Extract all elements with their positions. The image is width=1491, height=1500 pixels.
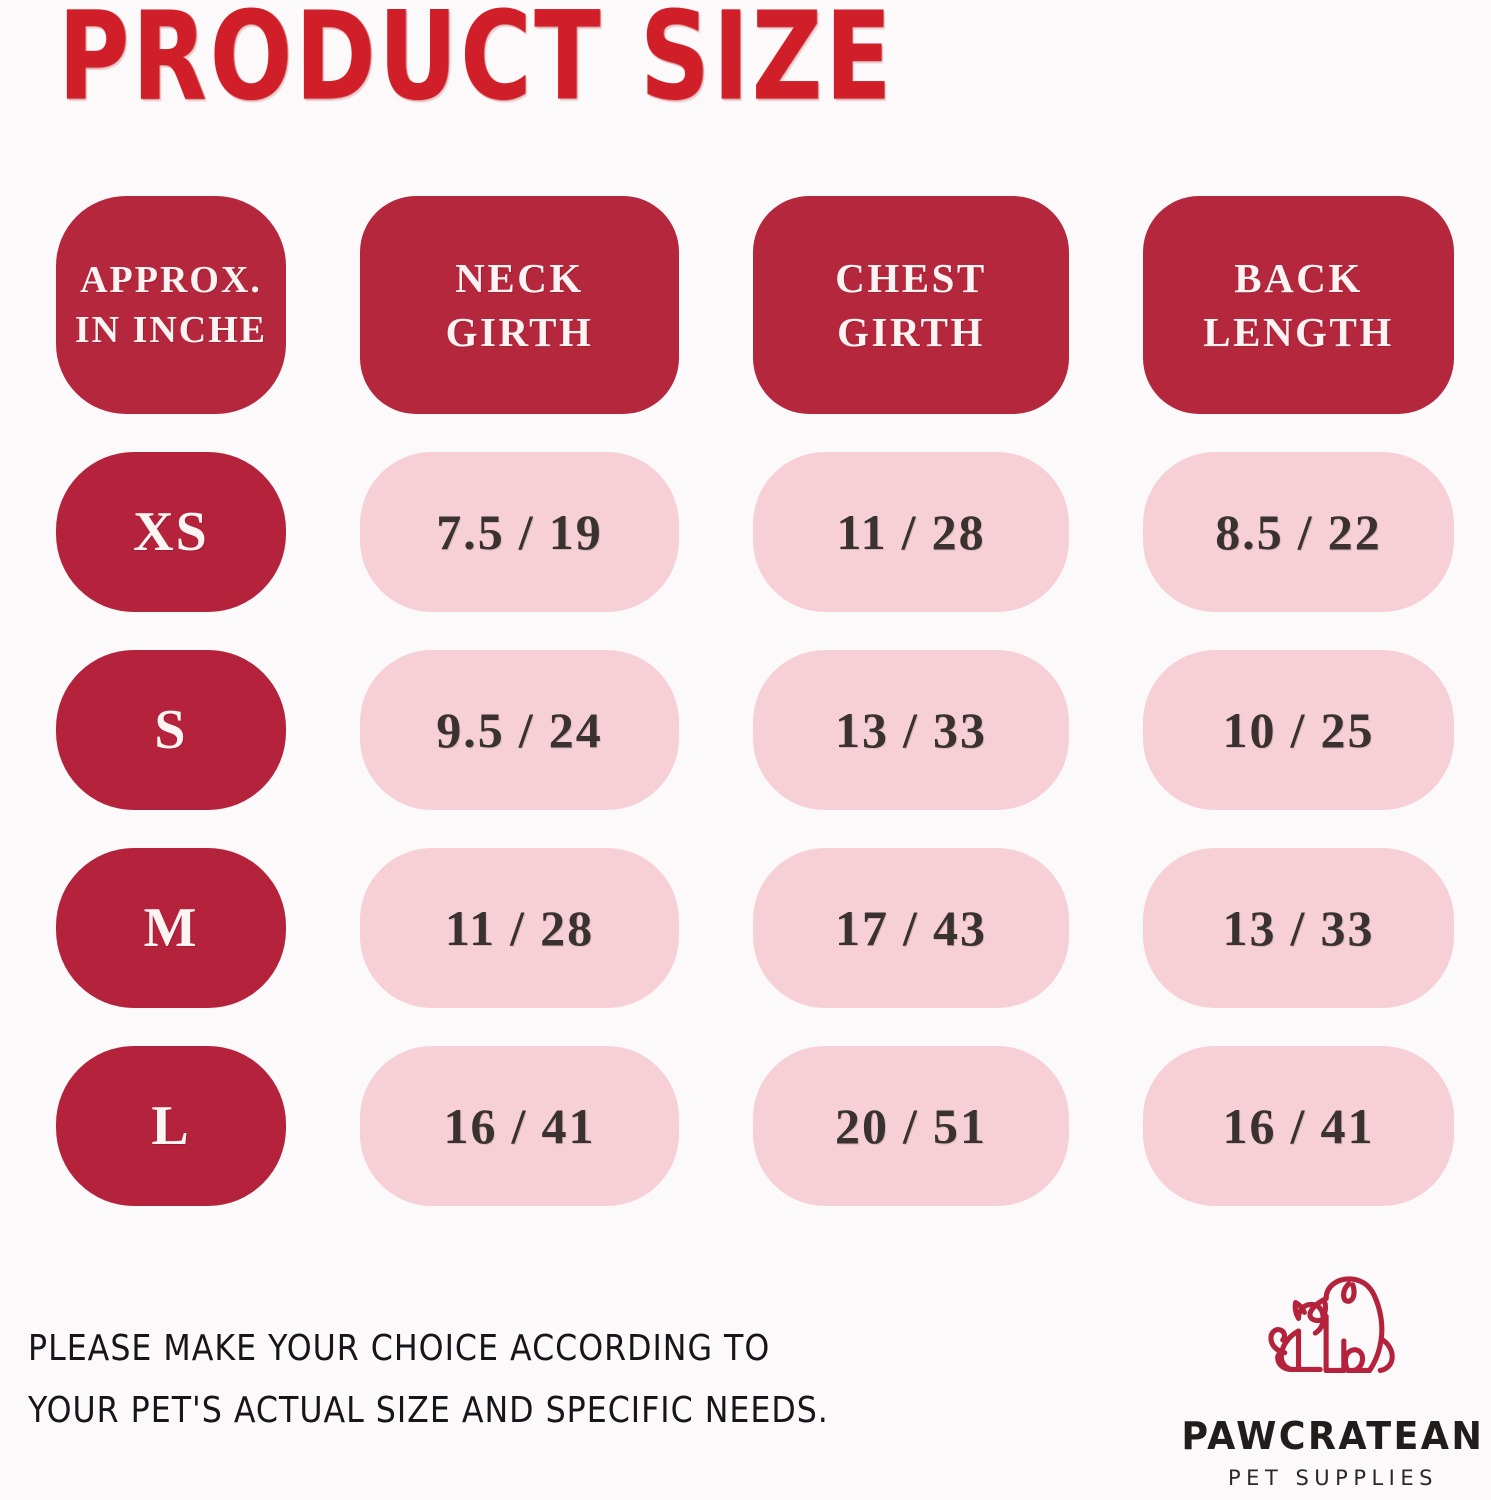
separator: /	[510, 900, 527, 956]
separator: /	[1290, 1098, 1307, 1154]
separator: /	[1290, 702, 1307, 758]
page-title: PRODUCT SIZE	[58, 0, 920, 117]
value-l-back-inch: 16	[1222, 1098, 1277, 1154]
header-back-length: BACK LENGTH	[1143, 196, 1454, 414]
note-line-1: PLEASE MAKE YOUR CHOICE ACCORDING TO	[28, 1328, 771, 1369]
cell-l-chest-girth: 20 / 51	[753, 1046, 1069, 1206]
value-s-chest-inch: 13	[835, 702, 890, 758]
header-back-line1: BACK	[1234, 254, 1363, 301]
cell-xs-neck-girth: 7.5 / 19	[360, 452, 679, 612]
separator: /	[518, 702, 535, 758]
value-s-neck-cm: 24	[548, 702, 603, 758]
header-approx-in-inche: APPROX. IN INCHE	[56, 196, 286, 414]
cell-m-neck-girth: 11 / 28	[360, 848, 679, 1008]
header-neck-girth: NECK GIRTH	[360, 196, 679, 414]
value-s-chest-cm: 33	[932, 702, 987, 758]
separator: /	[518, 504, 535, 560]
header-neck-line2: GIRTH	[445, 309, 594, 355]
brand-logo: PAWCRATEAN PET SUPPLIES	[1181, 1272, 1485, 1490]
value-xs-back-inch: 8.5	[1215, 504, 1284, 560]
size-label-l: L	[151, 1095, 191, 1157]
value-l-chest-inch: 20	[835, 1098, 890, 1154]
cell-xs-back-length: 8.5 / 22	[1143, 452, 1454, 612]
value-l-neck-inch: 16	[443, 1098, 498, 1154]
cell-s-chest-girth: 13 / 33	[753, 650, 1069, 810]
header-approx-line2: IN INCHE	[74, 309, 268, 351]
header-chest-line1: CHEST	[835, 254, 987, 301]
value-l-chest-cm: 51	[932, 1098, 987, 1154]
brand-tagline: PET SUPPLIES	[1228, 1466, 1438, 1490]
cell-m-chest-girth: 17 / 43	[753, 848, 1069, 1008]
separator: /	[903, 702, 919, 758]
value-s-neck-inch: 9.5	[436, 702, 505, 758]
value-m-neck-cm: 28	[540, 900, 595, 956]
value-s-back-cm: 25	[1320, 702, 1375, 758]
value-xs-neck-inch: 7.5	[436, 504, 505, 560]
separator: /	[903, 900, 919, 956]
separator: /	[903, 1098, 919, 1154]
table-row-size-label: L	[56, 1046, 286, 1206]
value-xs-neck-cm: 19	[548, 504, 603, 560]
cell-m-back-length: 13 / 33	[1143, 848, 1454, 1008]
size-label-xs: XS	[133, 501, 209, 563]
brand-name: PAWCRATEAN	[1181, 1414, 1485, 1458]
table-row-size-label: M	[56, 848, 286, 1008]
size-table: APPROX. IN INCHE NECK GIRTH CHEST GIRTH …	[56, 196, 1454, 1206]
value-m-chest-cm: 43	[932, 900, 987, 956]
cell-xs-chest-girth: 11 / 28	[753, 452, 1069, 612]
separator: /	[1297, 504, 1314, 560]
value-xs-chest-cm: 28	[931, 504, 986, 560]
separator: /	[901, 504, 918, 560]
header-chest-line2: GIRTH	[837, 309, 985, 355]
table-row-size-label: XS	[56, 452, 286, 612]
header-back-line2: LENGTH	[1203, 309, 1394, 355]
cell-l-back-length: 16 / 41	[1143, 1046, 1454, 1206]
header-approx-line1: APPROX.	[80, 258, 262, 301]
header-neck-line1: NECK	[455, 254, 584, 301]
value-m-back-inch: 13	[1222, 900, 1277, 956]
value-m-neck-inch: 11	[444, 900, 497, 956]
size-label-s: S	[154, 699, 188, 761]
value-xs-chest-inch: 11	[836, 504, 888, 560]
dog-and-cat-icon	[1268, 1276, 1395, 1374]
size-label-m: M	[143, 897, 199, 959]
value-m-back-cm: 33	[1320, 900, 1375, 956]
page-title-text: PRODUCT SIZE	[58, 0, 895, 128]
separator: /	[511, 1098, 528, 1154]
value-s-back-inch: 10	[1222, 702, 1277, 758]
cell-l-neck-girth: 16 / 41	[360, 1046, 679, 1206]
note-line-2: YOUR PET'S ACTUAL SIZE AND SPECIFIC NEED…	[28, 1389, 829, 1431]
cell-s-neck-girth: 9.5 / 24	[360, 650, 679, 810]
table-row-size-label: S	[56, 650, 286, 810]
value-m-chest-inch: 17	[835, 900, 890, 956]
separator: /	[1290, 900, 1307, 956]
value-l-back-cm: 41	[1320, 1098, 1375, 1154]
header-chest-girth: CHEST GIRTH	[753, 196, 1069, 414]
value-l-neck-cm: 41	[541, 1098, 596, 1154]
value-xs-back-cm: 22	[1327, 504, 1382, 560]
cell-s-back-length: 10 / 25	[1143, 650, 1454, 810]
size-选择-note: PLEASE MAKE YOUR CHOICE ACCORDING TO YOU…	[28, 1318, 846, 1442]
